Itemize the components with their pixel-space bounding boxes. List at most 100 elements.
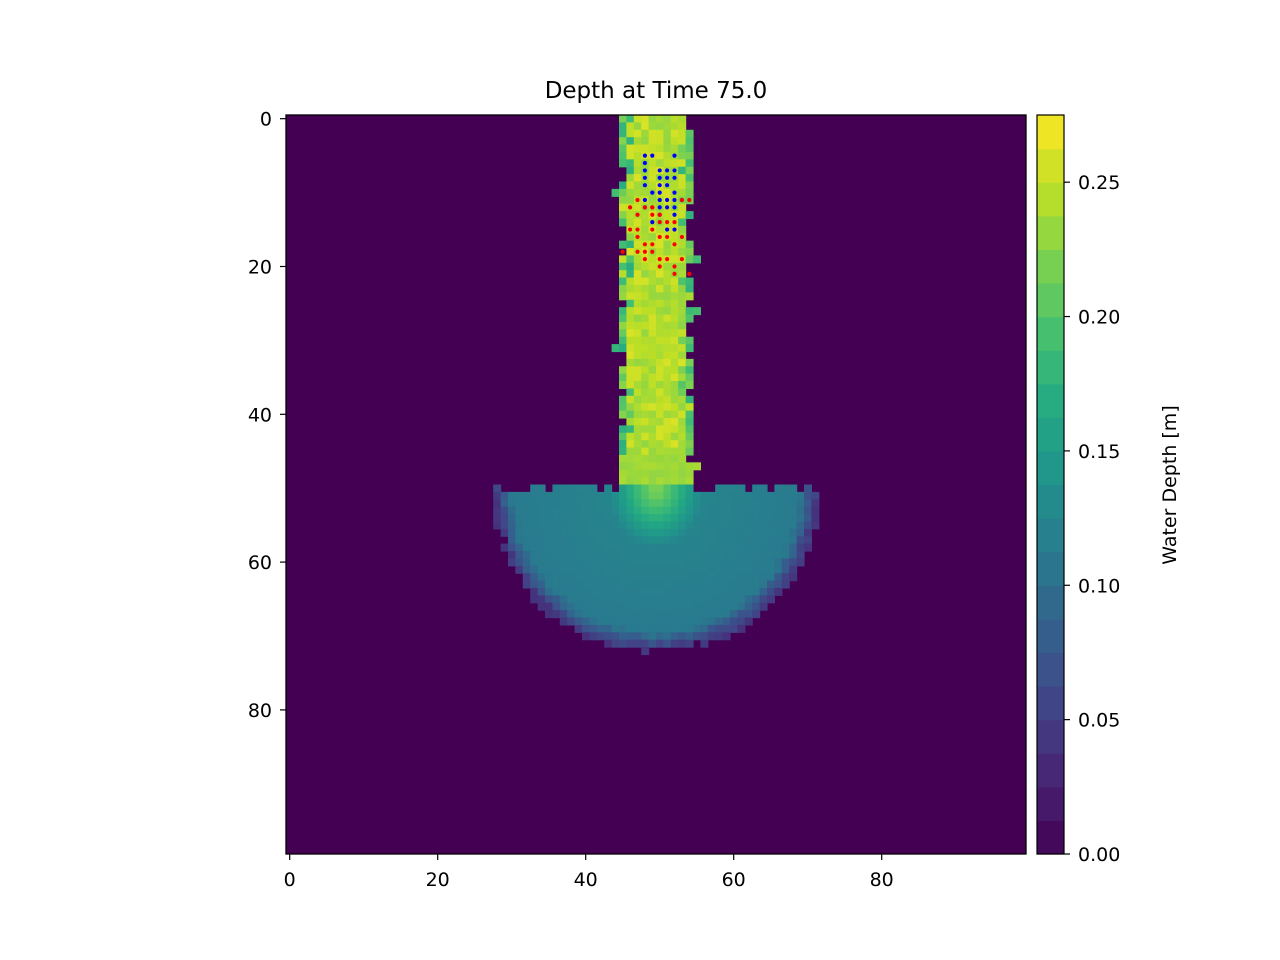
heatmap-cell bbox=[670, 321, 679, 330]
heatmap-cell bbox=[633, 573, 642, 582]
heatmap-cell bbox=[700, 536, 709, 545]
heatmap-cell bbox=[796, 543, 805, 552]
heatmap-cell bbox=[508, 536, 516, 545]
heatmap-cell bbox=[589, 617, 598, 626]
heatmap-cell bbox=[685, 211, 694, 220]
heatmap-cell bbox=[619, 514, 627, 523]
heatmap-cell bbox=[537, 580, 546, 589]
heatmap-cell bbox=[619, 580, 627, 589]
heatmap-cell bbox=[663, 536, 672, 545]
heatmap-cell bbox=[626, 366, 635, 375]
heatmap-cell bbox=[663, 151, 672, 160]
heatmap-cell bbox=[722, 521, 731, 530]
heatmap-cell bbox=[552, 499, 561, 508]
heatmap-cell bbox=[537, 587, 546, 596]
heatmap-cell bbox=[619, 115, 627, 123]
heatmap-cell bbox=[789, 491, 798, 500]
heatmap-cell bbox=[656, 329, 664, 338]
heatmap-cell bbox=[693, 255, 701, 264]
heatmap-cell bbox=[722, 543, 731, 552]
heatmap-cell bbox=[626, 462, 635, 471]
heatmap-cell bbox=[626, 528, 635, 537]
heatmap-cell bbox=[656, 506, 664, 515]
heatmap-cell bbox=[611, 491, 620, 500]
heatmap-cell bbox=[767, 543, 775, 552]
heatmap-cell bbox=[493, 514, 502, 523]
heatmap-cell bbox=[707, 536, 716, 545]
heatmap-cell bbox=[633, 358, 642, 367]
red-particle-point bbox=[642, 257, 648, 262]
heatmap-cell bbox=[796, 521, 805, 530]
heatmap-cell bbox=[715, 499, 724, 508]
heatmap-cell bbox=[656, 307, 664, 316]
heatmap-cell bbox=[633, 440, 642, 449]
heatmap-cell bbox=[619, 122, 627, 131]
red-particle-point bbox=[642, 242, 648, 247]
heatmap-cell bbox=[781, 514, 790, 523]
heatmap-cell bbox=[656, 358, 664, 367]
heatmap-cell bbox=[619, 151, 627, 160]
heatmap-cell bbox=[641, 277, 650, 286]
heatmap-cell bbox=[641, 137, 650, 146]
heatmap-cell bbox=[656, 299, 664, 308]
heatmap-cell bbox=[574, 484, 583, 493]
heatmap-cell bbox=[522, 573, 531, 582]
heatmap-cell bbox=[678, 321, 687, 330]
heatmap-cell bbox=[678, 573, 687, 582]
red-particle-point bbox=[650, 249, 655, 254]
heatmap-cell bbox=[670, 122, 679, 131]
heatmap-cell bbox=[574, 595, 583, 604]
heatmap-cell bbox=[678, 314, 687, 323]
heatmap-cell bbox=[545, 558, 553, 567]
heatmap-cell bbox=[722, 514, 731, 523]
heatmap-cell bbox=[559, 617, 568, 626]
heatmap-cell bbox=[730, 580, 738, 589]
heatmap-cell bbox=[508, 491, 516, 500]
heatmap-cell bbox=[678, 447, 687, 456]
heatmap-cell bbox=[633, 587, 642, 596]
heatmap-cell bbox=[619, 144, 627, 153]
heatmap-cell bbox=[559, 602, 568, 611]
heatmap-cell bbox=[730, 587, 738, 596]
heatmap-cell bbox=[633, 351, 642, 360]
heatmap-cell bbox=[545, 573, 553, 582]
heatmap-cell bbox=[641, 573, 650, 582]
heatmap-cell bbox=[648, 617, 657, 626]
heatmap-cell bbox=[574, 514, 583, 523]
heatmap-cell bbox=[663, 602, 672, 611]
heatmap-cell bbox=[641, 558, 650, 567]
heatmap-cell bbox=[685, 248, 694, 257]
heatmap-cell bbox=[752, 543, 761, 552]
heatmap-cell bbox=[633, 595, 642, 604]
heatmap-cell bbox=[744, 610, 753, 619]
heatmap-cell bbox=[626, 358, 635, 367]
heatmap-cell bbox=[589, 491, 598, 500]
heatmap-cell bbox=[670, 595, 679, 604]
heatmap-cell bbox=[656, 344, 664, 353]
heatmap-cell bbox=[752, 528, 761, 537]
heatmap-cell bbox=[641, 122, 650, 131]
heatmap-cell bbox=[648, 506, 657, 515]
heatmap-cell bbox=[811, 506, 820, 515]
heatmap-cell bbox=[663, 240, 672, 249]
heatmap-cell bbox=[626, 514, 635, 523]
heatmap-cell bbox=[633, 410, 642, 419]
heatmap-cell bbox=[656, 388, 664, 397]
heatmap-cell bbox=[752, 573, 761, 582]
heatmap-cell bbox=[707, 632, 716, 641]
red-particle-point bbox=[635, 227, 640, 232]
heatmap-cell bbox=[648, 624, 657, 633]
red-particle-point bbox=[665, 257, 670, 262]
heatmap-cell bbox=[567, 506, 576, 515]
heatmap-cell bbox=[678, 484, 687, 493]
heatmap-cell bbox=[670, 381, 679, 390]
red-particle-point bbox=[672, 264, 677, 269]
heatmap-cell bbox=[582, 543, 590, 552]
colorbar-tick-label: 0.20 bbox=[1078, 307, 1120, 329]
heatmap-cell bbox=[678, 144, 687, 153]
heatmap-cell bbox=[796, 499, 805, 508]
heatmap-cell bbox=[685, 159, 694, 168]
heatmap-cell bbox=[707, 558, 716, 567]
colorbar-swatch bbox=[1037, 115, 1064, 150]
heatmap-cell bbox=[530, 506, 539, 515]
